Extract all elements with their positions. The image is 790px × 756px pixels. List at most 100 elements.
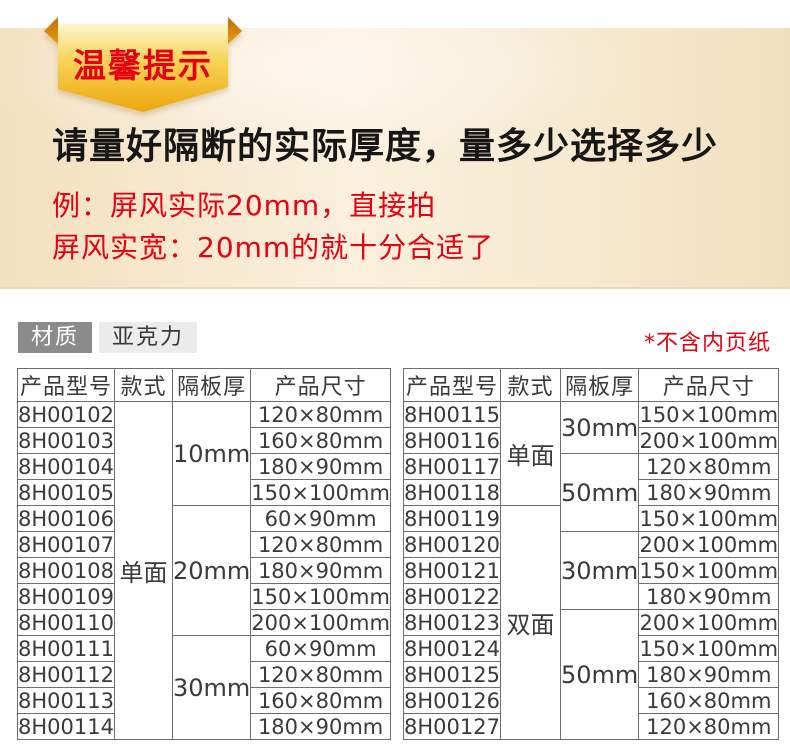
header-row: 产品型号 款式 隔板厚 产品尺寸 xyxy=(17,368,391,402)
spec-table-right: 产品型号 款式 隔板厚 产品尺寸 8H00115 单面 30mm 150×100mm 8H001… xyxy=(403,368,780,740)
table-cell: 180×90mm xyxy=(250,713,391,740)
table-cell: 50mm xyxy=(559,453,640,532)
table-cell: 200×100mm xyxy=(638,531,780,558)
table-cell: 150×100mm xyxy=(638,557,780,584)
table-cell: 200×100mm xyxy=(638,609,780,636)
table-cell: 8H00105 xyxy=(17,479,115,506)
table-row: 8H00115 单面 30mm 150×100mm xyxy=(403,401,780,506)
table-row: 8H00106 20mm 60×90mm xyxy=(17,505,391,636)
material-label-chip: 材质 xyxy=(18,322,93,353)
table-cell: 120×80mm xyxy=(638,713,780,740)
table-cell: 8H00103 xyxy=(17,427,115,454)
ribbon-left-fold xyxy=(44,17,58,44)
table-cell: 8H00127 xyxy=(403,713,501,740)
table-cell: 单面 xyxy=(500,401,561,506)
table-cell: 8H00122 xyxy=(403,583,501,610)
column-header: 隔板厚 xyxy=(171,368,252,402)
material-value-chip: 亚克力 xyxy=(99,322,198,353)
table-cell: 8H00123 xyxy=(403,609,501,636)
table-cell: 8H00125 xyxy=(403,661,501,688)
example-line-1: 例：屏风实际20mm，直接拍 xyxy=(52,189,437,222)
notice-heading: 请量好隔断的实际厚度，量多少选择多少 xyxy=(52,126,719,167)
table-cell: 30mm xyxy=(171,635,252,740)
table-cell: 150×100mm xyxy=(250,479,391,506)
table-row: 8H00124 150×100mm xyxy=(403,635,780,662)
table-cell: 160×80mm xyxy=(250,687,391,714)
table-cell: 8H00114 xyxy=(17,713,115,740)
example-line-2: 屏风实宽：20mm的就十分合适了 xyxy=(52,231,495,264)
table-row: 8H00114 180×90mm xyxy=(17,713,391,740)
table-cell: 8H00119 xyxy=(403,505,501,532)
column-header: 产品型号 xyxy=(403,368,501,402)
table-cell: 180×90mm xyxy=(250,453,391,480)
table-cell: 8H00115 xyxy=(403,401,501,428)
table-row: 8H00123 50mm 200×100mm xyxy=(403,609,780,740)
table-row: 8H00126 160×80mm xyxy=(403,687,780,714)
ribbon-title: 温馨提示 xyxy=(73,46,213,85)
table-cell: 180×90mm xyxy=(638,661,780,688)
table-cell: 120×80mm xyxy=(638,453,780,480)
table-cell: 150×100mm xyxy=(250,583,391,610)
table-cell: 8H00106 xyxy=(17,505,115,532)
column-header: 产品尺寸 xyxy=(638,368,780,402)
table-cell: 150×100mm xyxy=(638,401,780,428)
table-row: 8H00105 150×100mm xyxy=(17,479,391,506)
table-cell: 8H00102 xyxy=(17,401,115,428)
table-row: 8H00112 120×80mm xyxy=(17,661,391,688)
table-cell: 8H00104 xyxy=(17,453,115,480)
table-cell: 8H00110 xyxy=(17,609,115,636)
table-cell: 180×90mm xyxy=(638,583,780,610)
gold-ribbon-banner-icon xyxy=(44,17,242,112)
table-cell: 180×90mm xyxy=(250,557,391,584)
table-row: 8H00107 120×80mm xyxy=(17,531,391,558)
table-cell: 200×100mm xyxy=(638,427,780,454)
table-cell: 8H00126 xyxy=(403,687,501,714)
table-row: 8H00102 单面 10mm 120×80mm xyxy=(17,401,391,740)
exclusion-note: *不含内页纸 xyxy=(643,331,771,356)
table-row: 8H00120 30mm 200×100mm xyxy=(403,531,780,610)
table-cell: 8H00120 xyxy=(403,531,501,558)
table-row: 8H00104 180×90mm xyxy=(17,453,391,480)
table-cell: 20mm xyxy=(171,505,252,636)
table-cell: 160×80mm xyxy=(250,427,391,454)
table-cell: 50mm xyxy=(559,609,640,740)
table-row: 8H00116 200×100mm xyxy=(403,427,780,454)
table-row: 8H00119 双面 150×100mm xyxy=(403,505,780,740)
table-row: 8H00103 160×80mm xyxy=(17,427,391,454)
table-cell: 60×90mm xyxy=(250,635,391,662)
table-cell: 30mm xyxy=(559,401,640,454)
table-cell: 120×80mm xyxy=(250,661,391,688)
table-cell: 8H00124 xyxy=(403,635,501,662)
table-row: 8H00127 120×80mm xyxy=(403,713,780,740)
table-row: 8H00108 180×90mm xyxy=(17,557,391,584)
table-cell: 8H00116 xyxy=(403,427,501,454)
spec-table-left: 产品型号 款式 隔板厚 产品尺寸 8H00102 单面 10mm 120×80mm 8H0010… xyxy=(17,368,391,740)
column-header: 隔板厚 xyxy=(559,368,640,402)
ribbon-right-fold xyxy=(228,17,242,44)
table-cell: 单面 xyxy=(113,401,173,740)
table-cell: 120×80mm xyxy=(250,401,391,428)
column-header: 款式 xyxy=(113,368,173,402)
table-cell: 8H00111 xyxy=(17,635,115,662)
table-cell: 160×80mm xyxy=(638,687,780,714)
table-cell: 150×100mm xyxy=(638,635,780,662)
table-row: 8H00125 180×90mm xyxy=(403,661,780,688)
table-cell: 120×80mm xyxy=(250,531,391,558)
table-row: 8H00117 50mm 120×80mm xyxy=(403,453,780,532)
table-cell: 180×90mm xyxy=(638,479,780,506)
table-cell: 150×100mm xyxy=(638,505,780,532)
column-header: 款式 xyxy=(500,368,561,402)
header-row: 产品型号 款式 隔板厚 产品尺寸 xyxy=(403,368,780,402)
table-cell: 8H00107 xyxy=(17,531,115,558)
table-cell: 8H00118 xyxy=(403,479,501,506)
table-cell: 8H00121 xyxy=(403,557,501,584)
column-header: 产品尺寸 xyxy=(250,368,391,402)
table-cell: 200×100mm xyxy=(250,609,391,636)
table-cell: 8H00108 xyxy=(17,557,115,584)
table-cell: 8H00109 xyxy=(17,583,115,610)
table-cell: 10mm xyxy=(171,401,252,506)
table-cell: 8H00117 xyxy=(403,453,501,480)
table-cell: 8H00112 xyxy=(17,661,115,688)
table-cell: 30mm xyxy=(559,531,640,610)
